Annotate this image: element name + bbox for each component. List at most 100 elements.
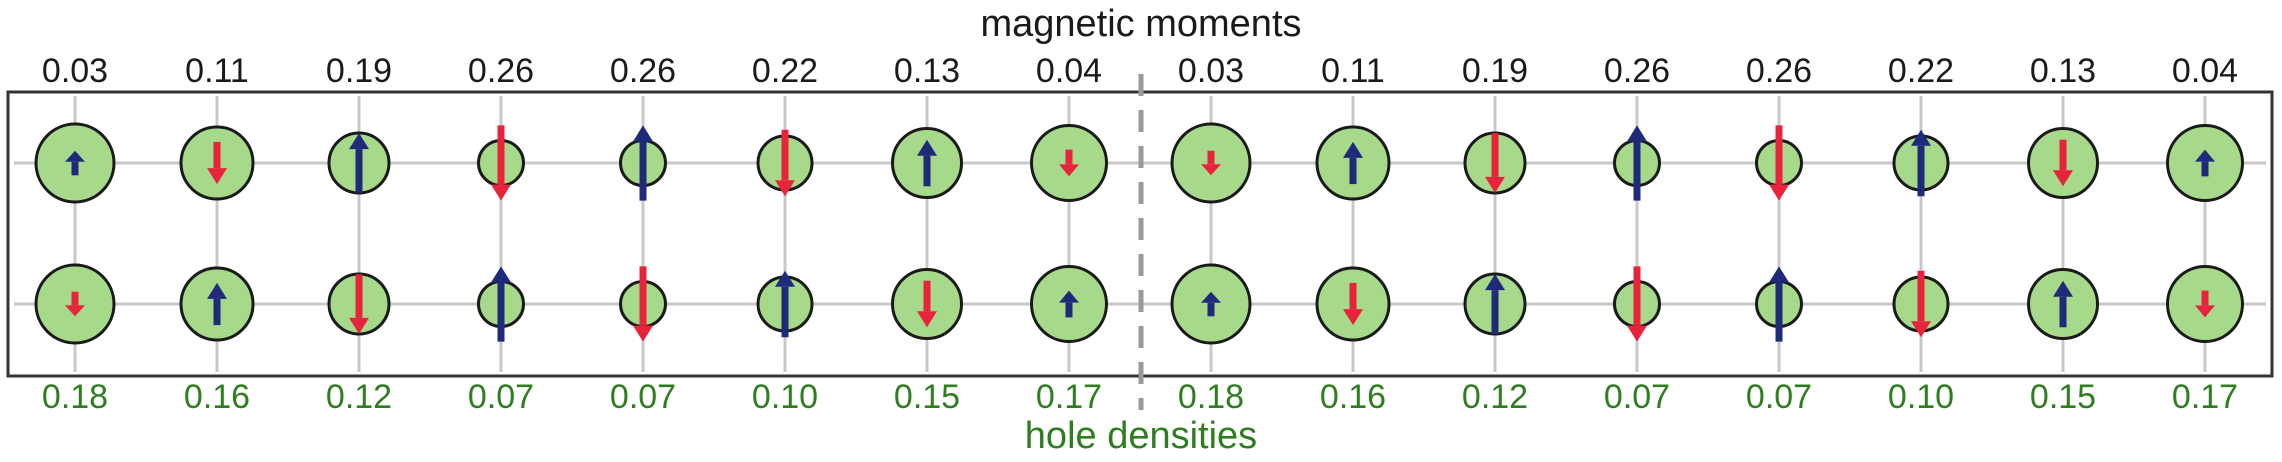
spin-up-arrow-icon — [1485, 274, 1505, 291]
spin-up-arrow-icon — [917, 139, 937, 156]
spin-up-arrow-icon — [2195, 149, 2215, 162]
lattice-site — [619, 125, 667, 201]
spin-down-arrow-icon — [1343, 309, 1363, 326]
lattice-site — [1755, 125, 1803, 201]
lattice-site — [1892, 270, 1950, 338]
magnetic-moment-label: 0.26 — [1604, 52, 1670, 90]
spin-up-arrow-icon — [1627, 125, 1647, 142]
hole-density-label: 0.12 — [1462, 378, 1528, 416]
hole-density-label: 0.17 — [2172, 378, 2238, 416]
spin-up-arrow-icon — [633, 125, 653, 142]
hole-density-label: 0.17 — [1036, 378, 1102, 416]
lattice-site — [2166, 124, 2244, 202]
lattice-site — [1030, 265, 1108, 343]
magnetic-moment-label: 0.11 — [185, 52, 249, 90]
lattice-site — [2027, 127, 2099, 199]
hole-density-label: 0.18 — [1178, 378, 1244, 416]
spin-down-arrow-icon — [917, 311, 937, 328]
lattice-site — [1613, 125, 1661, 201]
hole-density-label: 0.16 — [1320, 378, 1386, 416]
magnetic-moments-title: magnetic moments — [980, 3, 1301, 45]
lattice-site — [477, 125, 525, 201]
lattice-site — [619, 266, 667, 342]
spin-up-arrow-icon — [2053, 280, 2073, 297]
lattice-site — [179, 125, 255, 201]
hole-density-label: 0.10 — [752, 378, 818, 416]
lattice-site — [1755, 266, 1803, 342]
hole-density-labels: 0.18 0.16 0.12 0.07 0.07 0.10 0.15 0.17 0.18 0.16… — [42, 378, 2238, 416]
lattice-site — [756, 129, 814, 197]
spin-up-arrow-icon — [491, 266, 511, 283]
magnetic-moment-label: 0.04 — [1036, 52, 1102, 90]
lattice-site — [34, 122, 116, 204]
spin-down-arrow-icon — [1627, 325, 1647, 342]
hole-density-label: 0.18 — [42, 378, 108, 416]
spin-up-arrow-icon — [207, 282, 227, 299]
spin-down-arrow-icon — [1059, 164, 1079, 177]
lattice-site — [34, 263, 116, 345]
lattice-site — [1170, 263, 1252, 345]
lattice-site — [1613, 266, 1661, 342]
hole-densities-title: hole densities — [1025, 415, 1257, 457]
lattice-site — [1170, 122, 1252, 204]
lattice-site — [1315, 266, 1391, 342]
spin-down-arrow-icon — [207, 168, 227, 185]
magnetic-moment-label: 0.04 — [2172, 52, 2238, 90]
spin-down-arrow-icon — [2195, 305, 2215, 318]
spin-down-arrow-icon — [349, 317, 369, 334]
lattice-site — [327, 272, 391, 336]
spin-down-arrow-icon — [2053, 170, 2073, 187]
lattice-site — [891, 268, 963, 340]
magnetic-moment-label: 0.26 — [1746, 52, 1812, 90]
spin-up-arrow-icon — [65, 150, 85, 162]
spin-up-arrow-icon — [775, 270, 795, 287]
lattice-site — [1315, 125, 1391, 201]
magnetic-moment-label: 0.26 — [468, 52, 534, 90]
lattice-site — [1463, 131, 1527, 195]
magnetic-moment-label: 0.13 — [2030, 52, 2096, 90]
magnetic-moment-label: 0.03 — [42, 52, 108, 90]
magnetic-moment-label: 0.22 — [1888, 52, 1954, 90]
spin-down-arrow-icon — [1911, 321, 1931, 338]
spin-down-arrow-icon — [775, 180, 795, 197]
hole-density-label: 0.15 — [894, 378, 960, 416]
spin-down-arrow-icon — [491, 184, 511, 201]
lattice-site — [1892, 129, 1950, 197]
spin-up-arrow-icon — [1201, 291, 1221, 303]
magnetic-moment-label: 0.11 — [1321, 52, 1385, 90]
spin-down-arrow-icon — [1769, 184, 1789, 201]
spin-down-arrow-icon — [1201, 164, 1221, 176]
lattice-site — [477, 266, 525, 342]
hole-density-label: 0.10 — [1888, 378, 1954, 416]
magnetic-moment-label: 0.22 — [752, 52, 818, 90]
hole-density-label: 0.15 — [2030, 378, 2096, 416]
spin-up-arrow-icon — [1769, 266, 1789, 283]
spin-up-arrow-icon — [1911, 129, 1931, 146]
lattice-site — [891, 127, 963, 199]
lattice-site — [2166, 265, 2244, 343]
hole-density-label: 0.16 — [184, 378, 250, 416]
lattice-site — [327, 131, 391, 195]
spin-down-arrow-icon — [633, 325, 653, 342]
spin-up-arrow-icon — [349, 133, 369, 150]
lattice-site — [1463, 272, 1527, 336]
magnetic-moment-label: 0.13 — [894, 52, 960, 90]
hole-density-label: 0.07 — [610, 378, 676, 416]
spin-down-arrow-icon — [65, 305, 85, 317]
spin-up-arrow-icon — [1343, 141, 1363, 158]
spin-down-arrow-icon — [1485, 176, 1505, 193]
lattice-site — [2027, 268, 2099, 340]
lattice-site — [756, 270, 814, 338]
lattice-sites — [34, 122, 2244, 345]
magnetic-moment-label: 0.26 — [610, 52, 676, 90]
hole-density-label: 0.07 — [1604, 378, 1670, 416]
hole-density-label: 0.07 — [1746, 378, 1812, 416]
magnetic-moment-label: 0.19 — [326, 52, 392, 90]
lattice-site — [1030, 124, 1108, 202]
spin-up-arrow-icon — [1059, 290, 1079, 303]
magnetic-moment-label: 0.19 — [1462, 52, 1528, 90]
magnetic-moment-label: 0.03 — [1178, 52, 1244, 90]
hole-density-label: 0.12 — [326, 378, 392, 416]
hole-density-label: 0.07 — [468, 378, 534, 416]
